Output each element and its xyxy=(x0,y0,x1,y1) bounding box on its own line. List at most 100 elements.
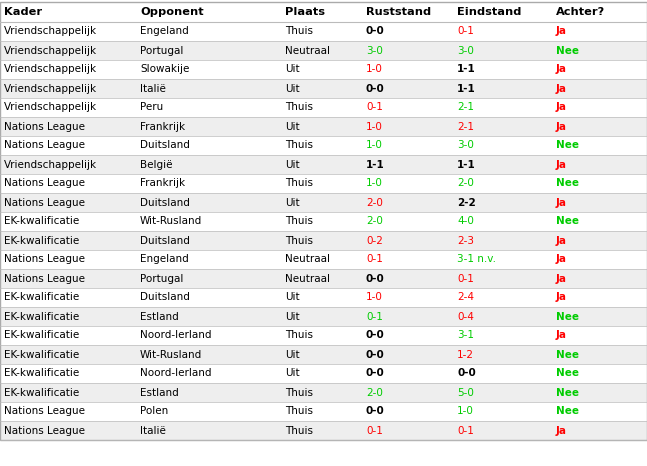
Bar xyxy=(0,155,647,174)
Text: Nee: Nee xyxy=(556,388,579,397)
Text: Nee: Nee xyxy=(556,46,579,55)
Text: Nee: Nee xyxy=(556,217,579,226)
Text: 0-1: 0-1 xyxy=(366,425,383,436)
Text: 2-3: 2-3 xyxy=(457,235,474,246)
Text: Nee: Nee xyxy=(556,141,579,151)
Text: Uit: Uit xyxy=(285,83,300,94)
Text: 1-1: 1-1 xyxy=(457,159,476,170)
Text: 3-0: 3-0 xyxy=(457,141,474,151)
Text: 2-1: 2-1 xyxy=(457,122,474,131)
Text: Thuis: Thuis xyxy=(285,217,313,226)
Text: Neutraal: Neutraal xyxy=(285,274,330,283)
Text: Ja: Ja xyxy=(556,159,567,170)
Text: Duitsland: Duitsland xyxy=(140,198,190,207)
Text: Thuis: Thuis xyxy=(285,330,313,341)
Text: 3-0: 3-0 xyxy=(366,46,383,55)
Text: Peru: Peru xyxy=(140,103,163,112)
Text: 2-2: 2-2 xyxy=(457,198,476,207)
Text: 1-0: 1-0 xyxy=(366,64,383,75)
Text: EK-kwalificatie: EK-kwalificatie xyxy=(4,388,79,397)
Text: Nations League: Nations League xyxy=(4,274,85,283)
Text: België: België xyxy=(140,159,173,170)
Text: 1-1: 1-1 xyxy=(457,83,476,94)
Text: 0-0: 0-0 xyxy=(366,274,385,283)
Text: Duitsland: Duitsland xyxy=(140,141,190,151)
Text: 0-0: 0-0 xyxy=(366,406,385,417)
Text: Nations League: Nations League xyxy=(4,254,85,265)
Text: Ja: Ja xyxy=(556,83,567,94)
Bar xyxy=(0,421,647,440)
Text: Ja: Ja xyxy=(556,254,567,265)
Text: EK-kwalificatie: EK-kwalificatie xyxy=(4,369,79,378)
Text: Nations League: Nations League xyxy=(4,122,85,131)
Text: Estland: Estland xyxy=(140,311,179,322)
Text: 0-1: 0-1 xyxy=(457,27,474,36)
Text: Uit: Uit xyxy=(285,159,300,170)
Bar xyxy=(0,193,647,212)
Text: 2-0: 2-0 xyxy=(457,178,474,189)
Bar xyxy=(0,326,647,345)
Text: 3-1: 3-1 xyxy=(457,330,474,341)
Text: 4-0: 4-0 xyxy=(457,217,474,226)
Text: Engeland: Engeland xyxy=(140,27,189,36)
Text: Uit: Uit xyxy=(285,369,300,378)
Text: Wit-Rusland: Wit-Rusland xyxy=(140,217,203,226)
Text: 0-4: 0-4 xyxy=(457,311,474,322)
Text: Nations League: Nations League xyxy=(4,425,85,436)
Text: Duitsland: Duitsland xyxy=(140,235,190,246)
Bar xyxy=(0,364,647,383)
Bar xyxy=(0,136,647,155)
Text: 3-1 n.v.: 3-1 n.v. xyxy=(457,254,496,265)
Text: Thuis: Thuis xyxy=(285,406,313,417)
Text: Thuis: Thuis xyxy=(285,178,313,189)
Text: Neutraal: Neutraal xyxy=(285,254,330,265)
Text: 3-0: 3-0 xyxy=(457,46,474,55)
Bar xyxy=(0,250,647,269)
Text: Uit: Uit xyxy=(285,350,300,359)
Text: Vriendschappelijk: Vriendschappelijk xyxy=(4,83,97,94)
Text: Noord-Ierland: Noord-Ierland xyxy=(140,330,212,341)
Text: 0-0: 0-0 xyxy=(366,330,385,341)
Text: Nee: Nee xyxy=(556,350,579,359)
Text: Ja: Ja xyxy=(556,274,567,283)
Text: Uit: Uit xyxy=(285,198,300,207)
Text: 1-1: 1-1 xyxy=(457,64,476,75)
Text: Ja: Ja xyxy=(556,198,567,207)
Bar xyxy=(0,98,647,117)
Bar xyxy=(0,22,647,41)
Text: Nations League: Nations League xyxy=(4,406,85,417)
Text: 2-0: 2-0 xyxy=(366,217,383,226)
Text: 0-0: 0-0 xyxy=(366,83,385,94)
Bar xyxy=(0,383,647,402)
Text: EK-kwalificatie: EK-kwalificatie xyxy=(4,235,79,246)
Text: Nations League: Nations League xyxy=(4,198,85,207)
Text: Italië: Italië xyxy=(140,83,166,94)
Text: Ja: Ja xyxy=(556,425,567,436)
Bar xyxy=(0,269,647,288)
Text: Thuis: Thuis xyxy=(285,388,313,397)
Text: Thuis: Thuis xyxy=(285,27,313,36)
Text: Estland: Estland xyxy=(140,388,179,397)
Text: Frankrijk: Frankrijk xyxy=(140,178,185,189)
Text: Ruststand: Ruststand xyxy=(366,7,431,17)
Text: Polen: Polen xyxy=(140,406,168,417)
Bar xyxy=(0,41,647,60)
Text: Opponent: Opponent xyxy=(140,7,204,17)
Text: Italië: Italië xyxy=(140,425,166,436)
Text: EK-kwalificatie: EK-kwalificatie xyxy=(4,217,79,226)
Bar xyxy=(0,79,647,98)
Text: Nations League: Nations League xyxy=(4,141,85,151)
Text: Vriendschappelijk: Vriendschappelijk xyxy=(4,159,97,170)
Text: 0-2: 0-2 xyxy=(366,235,383,246)
Text: Vriendschappelijk: Vriendschappelijk xyxy=(4,27,97,36)
Text: 0-1: 0-1 xyxy=(366,311,383,322)
Text: Ja: Ja xyxy=(556,103,567,112)
Text: Portugal: Portugal xyxy=(140,274,183,283)
Text: Nee: Nee xyxy=(556,178,579,189)
Text: Ja: Ja xyxy=(556,27,567,36)
Text: Vriendschappelijk: Vriendschappelijk xyxy=(4,64,97,75)
Text: 1-0: 1-0 xyxy=(366,141,383,151)
Text: Duitsland: Duitsland xyxy=(140,293,190,302)
Text: EK-kwalificatie: EK-kwalificatie xyxy=(4,293,79,302)
Text: Thuis: Thuis xyxy=(285,141,313,151)
